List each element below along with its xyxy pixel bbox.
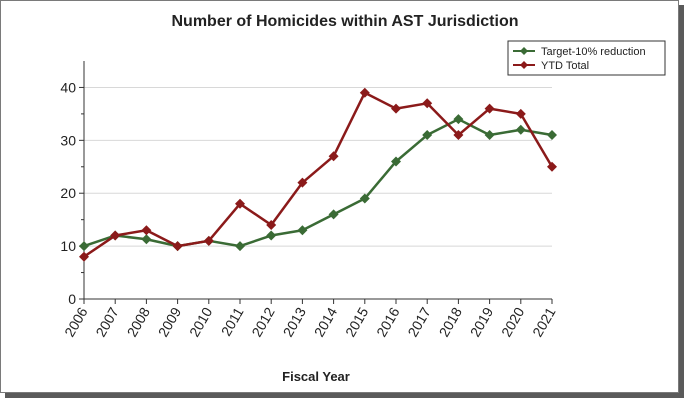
y-tick-label: 40 [60,79,76,95]
x-axis-ticks: 2006 2007 2008 2009 2010 2011 2012 2013 2014 2015… [61,299,559,339]
data-point [547,161,557,172]
data-point [391,156,401,167]
data-point [141,234,152,245]
y-tick-label: 10 [60,238,76,254]
series-line [83,117,553,248]
data-point [297,177,308,188]
data-point [391,103,401,114]
data-point [79,251,89,262]
x-tick-label: 2009 [155,304,185,339]
axes [83,61,552,300]
legend: Target-10% reduction YTD Total [507,40,666,76]
grid-lines [84,86,552,247]
data-point [453,114,464,125]
x-tick-label: 2019 [467,304,497,339]
x-tick-label: 2015 [342,304,372,339]
legend-marker [520,47,528,55]
y-tick-label: 20 [60,185,76,201]
legend-label: Target-10% reduction [541,46,646,58]
x-tick-label: 2006 [61,304,91,339]
x-tick-label: 2014 [311,304,341,339]
x-tick-label: 2018 [436,304,466,339]
x-axis-label: Fiscal Year [282,369,350,384]
chart-title: Number of Homicides within AST Jurisdict… [172,13,519,30]
x-tick-label: 2016 [373,304,403,339]
x-tick-label: 2007 [92,304,122,339]
data-point [422,98,433,109]
data-point [515,124,526,135]
x-tick-label: 2013 [280,304,310,339]
legend-box [507,40,666,76]
data-point [266,219,277,230]
data-point [235,198,245,209]
data-point [235,241,245,252]
series-ytd-total [79,87,557,262]
data-point [484,103,495,114]
y-tick-label: 0 [68,291,76,307]
data-point [266,230,277,241]
x-tick-label: 2017 [404,304,434,339]
data-point [110,230,121,241]
series-line [83,91,554,258]
data-point [141,225,152,236]
data-point [328,209,339,220]
y-tick-label: 30 [60,132,76,148]
x-tick-label: 2012 [248,304,278,339]
data-point [484,130,495,141]
data-point [359,193,370,204]
chart-frame: Number of Homicides within AST Jurisdict… [0,0,679,393]
legend-marker [520,61,528,69]
x-tick-label: 2010 [186,304,216,339]
legend-label: YTD Total [541,60,589,72]
data-point [359,87,370,98]
data-point [547,130,557,141]
data-point [328,151,339,162]
x-tick-label: 2020 [498,304,528,339]
data-point [79,241,89,252]
series-group [79,87,557,262]
x-tick-label: 2021 [529,304,559,339]
y-axis-ticks: 0 10 20 30 40 [60,79,84,307]
data-point [515,108,526,119]
data-point [453,130,464,141]
x-tick-label: 2011 [218,304,247,338]
data-point [297,225,308,236]
data-point [422,130,433,141]
data-point [203,235,214,246]
x-tick-label: 2008 [124,304,154,339]
data-point [172,241,183,252]
line-chart: Number of Homicides within AST Jurisdict… [60,13,666,384]
